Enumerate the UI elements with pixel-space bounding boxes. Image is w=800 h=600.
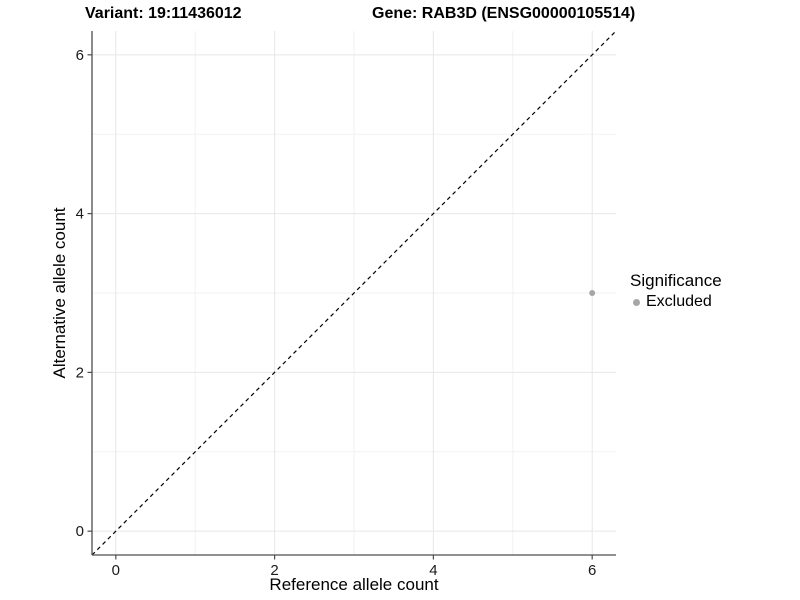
identity-reference-line (91, 30, 617, 556)
legend-item-label: Excluded (646, 293, 712, 310)
x-tick-label: 0 (112, 562, 120, 579)
x-tick-label: 4 (429, 562, 437, 579)
y-axis-title: Alternative allele count (50, 207, 69, 379)
y-tick-label: 4 (76, 206, 84, 223)
plot-title-variant: Variant: 19:11436012 (85, 5, 242, 22)
y-tick-label: 2 (76, 364, 84, 381)
data-point (589, 290, 596, 296)
plot-title-gene: Gene: RAB3D (ENSG00000105514) (372, 5, 636, 22)
legend: Significance Excluded (630, 271, 722, 311)
y-tick-label: 0 (76, 523, 84, 540)
x-tick-label: 2 (270, 562, 278, 579)
y-tick-label: 6 (76, 47, 84, 64)
legend-title: Significance (630, 271, 722, 290)
legend-point-icon (633, 298, 640, 306)
legend-item-excluded: Excluded (630, 293, 722, 311)
x-tick-label: 6 (588, 562, 596, 579)
x-axis-title: Reference allele count (269, 575, 439, 594)
